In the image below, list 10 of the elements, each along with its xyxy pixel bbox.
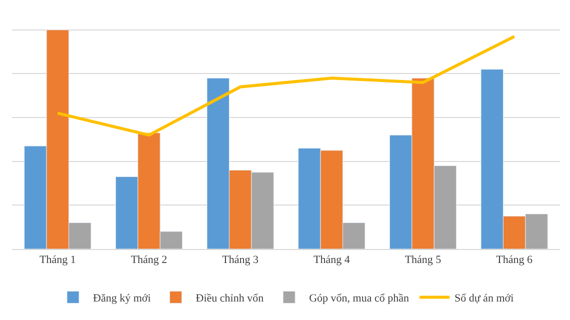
x-tick-label: Tháng 1 [39, 254, 76, 266]
x-tick-label: Tháng 6 [496, 254, 533, 266]
x-tick-label: Tháng 3 [222, 254, 259, 266]
legend-label: Đăng ký mới [93, 292, 151, 305]
legend-label: Góp vốn, mua cổ phần [309, 292, 410, 305]
legend-label: Số dự án mới [454, 292, 514, 305]
x-tick-label: Tháng 4 [313, 254, 350, 266]
legend-label: Điều chỉnh vốn [196, 292, 264, 305]
x-tick-label: Tháng 2 [130, 254, 168, 266]
x-tick-label: Tháng 5 [404, 254, 442, 266]
